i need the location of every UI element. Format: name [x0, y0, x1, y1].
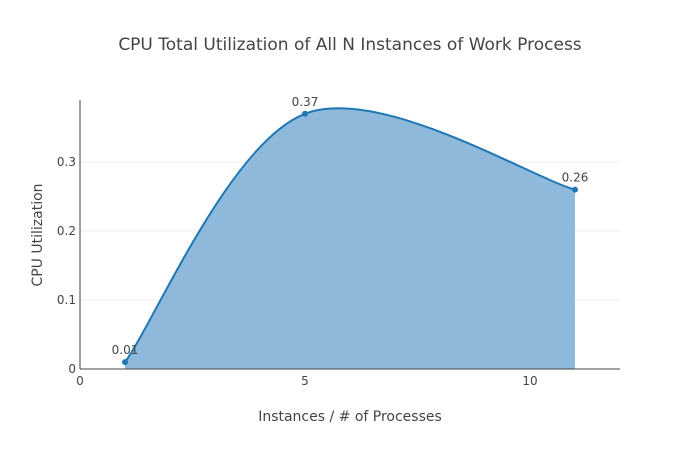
y-tick-label: 0.2: [57, 224, 76, 238]
area-fill: [125, 108, 575, 370]
marks-layer: [122, 110, 578, 366]
data-label: 0.01: [112, 343, 139, 357]
chart-title: CPU Total Utilization of All N Instances…: [118, 35, 581, 55]
data-label: 0.37: [292, 95, 319, 109]
text-layer: CPU Total Utilization of All N Instances…: [30, 35, 588, 425]
x-tick-label: 0: [76, 374, 84, 388]
x-tick-label: 10: [522, 374, 537, 388]
y-axis-label: CPU Utilization: [30, 183, 46, 286]
x-axis-label: Instances / # of Processes: [258, 409, 442, 425]
y-tick-label: 0.1: [57, 293, 76, 307]
area-layer: [124, 107, 576, 370]
data-point: [122, 359, 128, 366]
data-point: [302, 110, 308, 117]
y-tick-label: 0: [68, 362, 76, 376]
data-label: 0.26: [562, 171, 589, 185]
axes-layer: [79, 100, 620, 370]
x-tick-label: 5: [301, 374, 309, 388]
y-tick-label: 0.3: [57, 155, 76, 169]
data-point: [572, 186, 578, 193]
